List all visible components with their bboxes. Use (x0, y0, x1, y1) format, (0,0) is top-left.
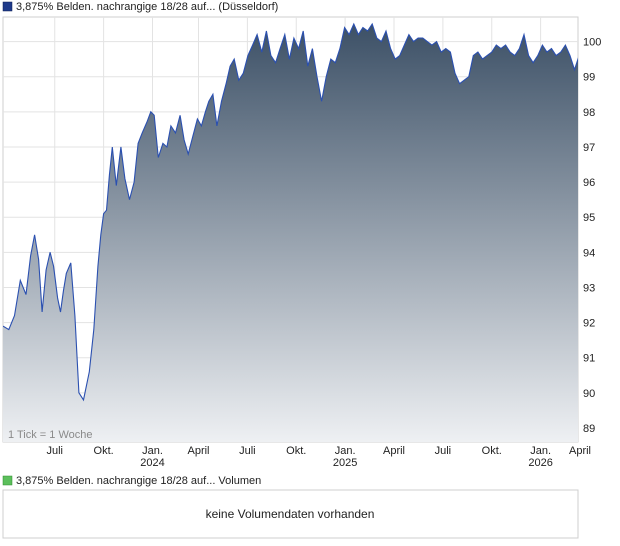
x-tick-label: Okt. (482, 445, 502, 457)
y-axis: 89 90 91 92 93 94 95 96 97 98 99 100 (583, 37, 601, 435)
price-area-fill (3, 24, 578, 442)
x-tick-label: Jan. (530, 445, 551, 457)
x-tick-label: Okt. (286, 445, 306, 457)
x-year-label: 2025 (333, 457, 357, 469)
volume-legend-label: 3,875% Belden. nachrangige 18/28 auf... … (16, 475, 261, 487)
price-series (3, 22, 578, 442)
y-tick-label: 96 (583, 177, 595, 189)
x-tick-label: April (383, 445, 405, 457)
y-tick-label: 89 (583, 423, 595, 435)
y-tick-label: 91 (583, 353, 595, 365)
x-tick-label: Jan. (335, 445, 356, 457)
x-year-label: 2026 (528, 457, 552, 469)
price-legend-swatch (2, 1, 13, 12)
volume-message: keine Volumendaten vorhanden (206, 507, 375, 521)
y-tick-label: 94 (583, 247, 595, 259)
y-tick-label: 99 (583, 72, 595, 84)
y-tick-label: 98 (583, 107, 595, 119)
x-tick-label: Jan. (142, 445, 163, 457)
tick-note: 1 Tick = 1 Woche (8, 429, 92, 441)
volume-legend-swatch (2, 475, 13, 486)
x-tick-label: Juli (46, 445, 63, 457)
x-tick-label: Juli (435, 445, 452, 457)
x-year-label: 2024 (140, 457, 164, 469)
y-tick-label: 100 (583, 37, 601, 49)
price-line (3, 22, 578, 402)
volume-panel (2, 489, 579, 539)
y-tick-label: 97 (583, 142, 595, 154)
y-tick-label: 93 (583, 282, 595, 294)
x-tick-label: Okt. (94, 445, 114, 457)
price-legend-label: 3,875% Belden. nachrangige 18/28 auf... … (16, 1, 278, 13)
y-tick-label: 90 (583, 388, 595, 400)
x-tick-label: April (569, 445, 591, 457)
y-tick-label: 92 (583, 318, 595, 330)
x-tick-label: Juli (239, 445, 256, 457)
y-tick-label: 95 (583, 212, 595, 224)
x-tick-label: April (187, 445, 209, 457)
